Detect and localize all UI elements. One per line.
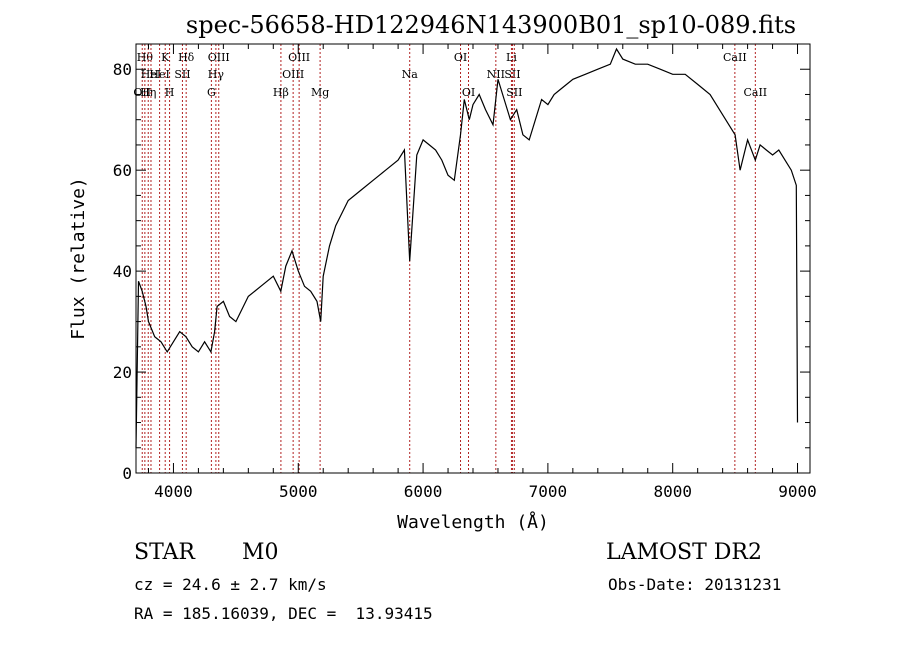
spectral-line-label: Hβ [273,86,289,99]
spectral-line-label: NII [487,68,505,81]
spectral-line-label: OI [462,86,475,99]
survey-name: LAMOST DR2 [606,540,762,565]
spectral-line-label: Hθ [137,51,154,64]
x-axis-label: Wavelength (Å) [397,511,549,533]
y-tick-label: 80 [113,60,132,79]
spectral-line-label: Hγ [208,68,225,81]
spectral-line-label: G [207,86,216,99]
object-subclass: M0 [242,540,279,565]
y-tick-label: 40 [113,262,132,281]
spectral-line-label: Mg [311,86,329,99]
flux-series-line [135,47,799,448]
spectral-line-label: Li [506,51,517,64]
spectral-line-label: SII [506,86,522,99]
spectral-line-label: OIII [282,68,304,81]
spectral-line-label: OII [133,86,151,99]
chart-title: spec-56658-HD122946N143900B01_sp10-089.f… [186,11,796,39]
spectral-line-label: H [165,86,175,99]
y-tick-label: 20 [113,363,132,382]
spectral-line-label: HeI [141,68,161,81]
x-tick-label: 6000 [404,482,443,501]
spectral-line-label: Na [402,68,419,81]
spectral-line-label: SII [504,68,520,81]
spectral-line-label: Hη [140,86,156,99]
spectral-line-label: K [161,51,170,64]
spectral-line-label: CaII [743,86,767,99]
x-tick-label: 4000 [154,482,193,501]
observation-date: Obs-Date: 20131231 [608,575,782,594]
spectral-line-label: OIII [288,51,310,64]
spectral-line-label: OIII [208,51,230,64]
spectrum-chart: spec-56658-HD122946N143900B01_sp10-089.f… [68,11,817,533]
object-class: STAR [134,540,195,565]
x-tick-label: 5000 [279,482,318,501]
y-tick-label: 0 [122,464,132,483]
y-axis-label: Flux (relative) [68,177,89,340]
x-tick-label: 8000 [653,482,692,501]
y-tick-label: 60 [113,161,132,180]
sky-coordinates: RA = 185.16039, DEC = 13.93415 [134,604,433,623]
spectral-line-label: HeI [149,68,169,81]
spectral-line-label: CaII [723,51,747,64]
spectral-line-label: SII [174,68,190,81]
plot-frame [135,43,811,474]
x-tick-label: 9000 [778,482,817,501]
spectral-line-label: OI [454,51,467,64]
x-tick-label: 7000 [529,482,568,501]
spectral-line-label: Hδ [178,51,195,64]
redshift-velocity: cz = 24.6 ± 2.7 km/s [134,575,327,594]
